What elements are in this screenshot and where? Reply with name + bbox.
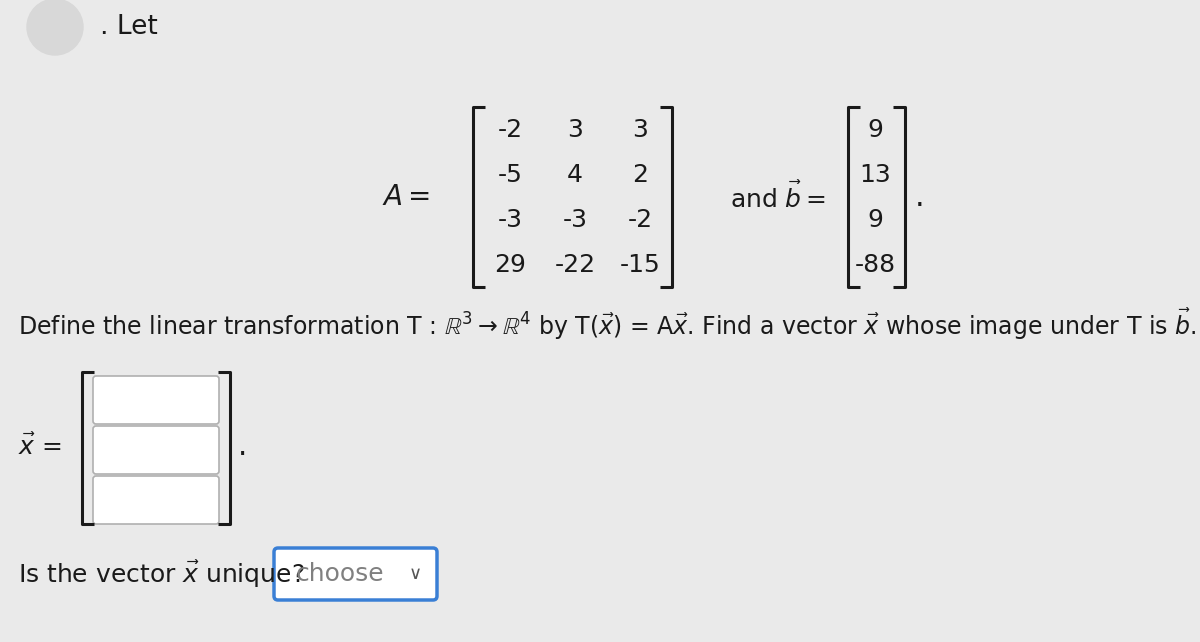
Text: 3: 3 [632, 118, 648, 142]
Circle shape [28, 0, 83, 55]
Text: $\vec{x}$ =: $\vec{x}$ = [18, 434, 61, 460]
Text: 9: 9 [868, 118, 883, 142]
FancyBboxPatch shape [274, 548, 437, 600]
Text: -2: -2 [628, 208, 653, 232]
Text: 13: 13 [859, 163, 890, 187]
Text: -3: -3 [498, 208, 522, 232]
Text: Is the vector $\vec{x}$ unique?: Is the vector $\vec{x}$ unique? [18, 559, 305, 589]
Text: -88: -88 [854, 253, 895, 277]
Text: $A =$: $A =$ [382, 183, 430, 211]
Text: .: . [916, 182, 925, 211]
Text: and $\vec{b}=$: and $\vec{b}=$ [730, 182, 826, 213]
Text: 29: 29 [494, 253, 526, 277]
Text: 9: 9 [868, 208, 883, 232]
Text: ∨: ∨ [408, 565, 421, 583]
Text: choose: choose [296, 562, 385, 586]
Text: Define the linear transformation T : $\mathbb{R}^3 \rightarrow \mathbb{R}^4$ by : Define the linear transformation T : $\m… [18, 306, 1196, 342]
Text: . Let: . Let [100, 14, 157, 40]
Text: 4: 4 [568, 163, 583, 187]
Text: -2: -2 [498, 118, 522, 142]
Text: -22: -22 [554, 253, 595, 277]
Text: 2: 2 [632, 163, 648, 187]
Text: 3: 3 [568, 118, 583, 142]
Text: -3: -3 [563, 208, 588, 232]
FancyBboxPatch shape [94, 426, 220, 474]
Text: -5: -5 [498, 163, 522, 187]
Text: -15: -15 [619, 253, 660, 277]
FancyBboxPatch shape [94, 476, 220, 524]
FancyBboxPatch shape [94, 376, 220, 424]
Text: .: . [238, 433, 247, 461]
